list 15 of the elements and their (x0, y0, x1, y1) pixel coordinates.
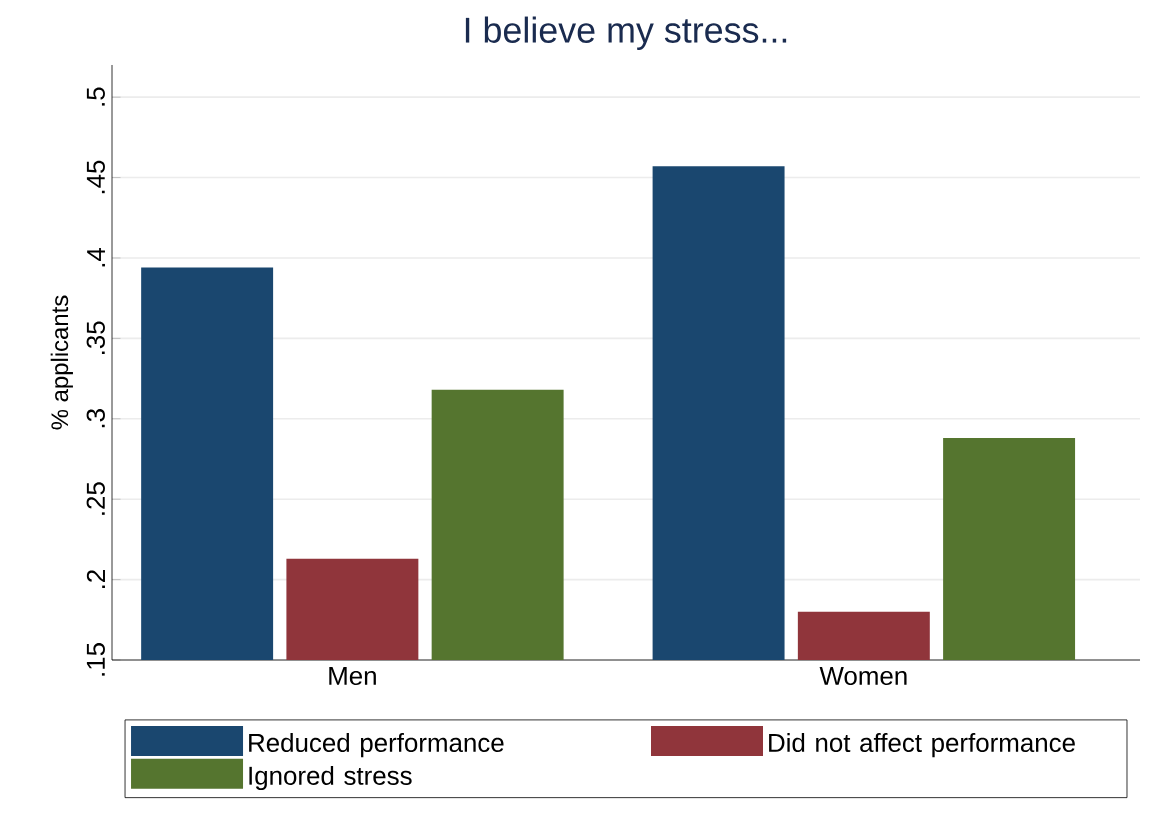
y-tick-label: .15 (86, 643, 105, 676)
y-tick-label: .3 (86, 409, 105, 428)
y-axis-title: % applicants (50, 295, 73, 430)
y-tick-label: .25 (86, 482, 105, 515)
legend-label: Reduced performance (249, 733, 504, 758)
y-tick-label: .35 (86, 321, 105, 355)
chart-title: I believe my stress... (465, 16, 787, 50)
y-tick-label: .4 (87, 247, 105, 267)
legend-label: Ignored stress (249, 765, 412, 791)
y-tick-label: .5 (86, 87, 105, 106)
y-tick-label: .45 (86, 160, 105, 194)
y-tick-label: .2 (86, 570, 105, 589)
legend-label: Did not affect performance (769, 733, 1075, 758)
x-tick-label: Women (819, 667, 907, 686)
x-tick-label: Men (329, 667, 376, 686)
